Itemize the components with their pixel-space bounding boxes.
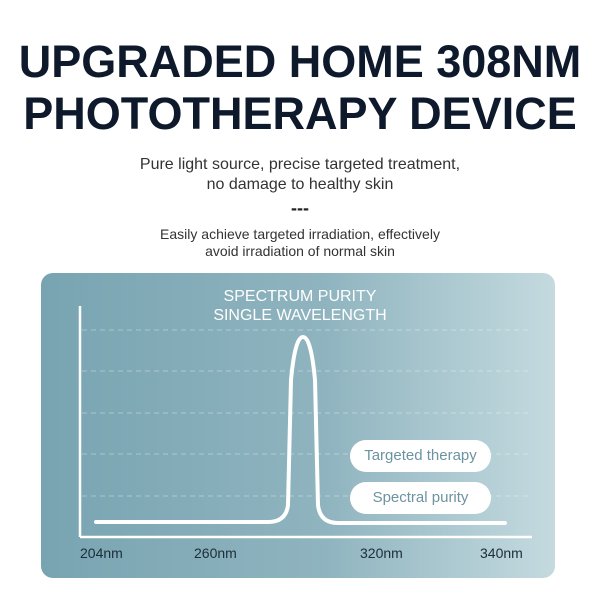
badge-targeted-therapy: Targeted therapy	[350, 440, 491, 472]
title-line-2: PHOTOTHERAPY DEVICE	[23, 88, 577, 139]
x-tick-label: 204nm	[80, 545, 123, 561]
description: Easily achieve targeted irradiation, eff…	[0, 226, 600, 260]
spectrum-panel	[41, 273, 555, 578]
x-tick-label: 260nm	[194, 545, 237, 561]
chart-title: SPECTRUM PURITY SINGLE WAVELENGTH	[0, 287, 600, 325]
description-line-1: Easily achieve targeted irradiation, eff…	[160, 226, 440, 242]
gridlines	[82, 329, 532, 497]
separator: ---	[291, 198, 309, 218]
x-tick-label: 320nm	[360, 545, 403, 561]
spectrum-curve	[94, 334, 507, 525]
subtitle-line-1: Pure light source, precise targeted trea…	[139, 156, 461, 173]
subtitle: Pure light source, precise targeted trea…	[0, 155, 600, 195]
subtitle-line-2: no damage to healthy skin	[206, 176, 394, 193]
chart-title-line-2: SINGLE WAVELENGTH	[213, 307, 387, 324]
badge-spectral-purity: Spectral purity	[350, 482, 491, 514]
x-tick-label: 340nm	[480, 545, 523, 561]
chart-title-line-1: SPECTRUM PURITY	[223, 288, 377, 305]
description-line-2: avoid irradiation of normal skin	[205, 243, 395, 259]
page-title: UPGRADED HOME 308NM PHOTOTHERAPY DEVICE	[0, 36, 600, 140]
title-line-1: UPGRADED HOME 308NM	[18, 36, 582, 87]
